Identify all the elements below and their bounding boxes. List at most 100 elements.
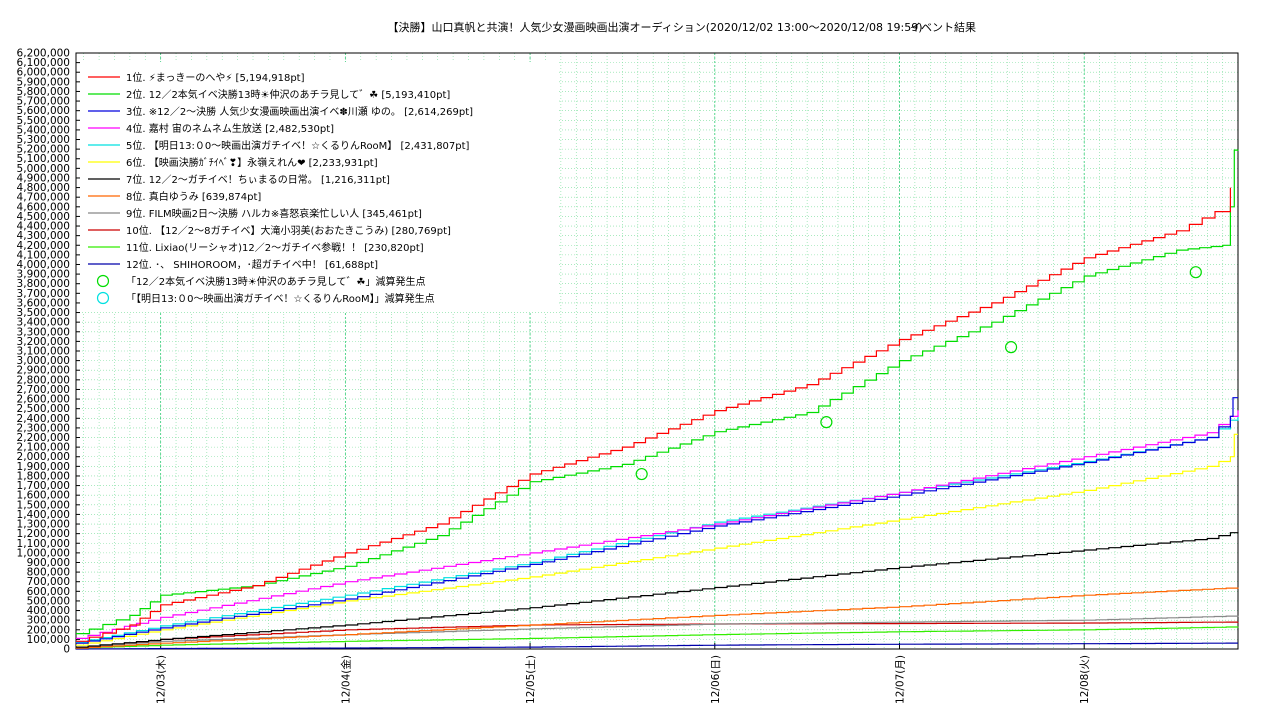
series-line xyxy=(76,532,1239,648)
grid-lines xyxy=(76,52,1238,650)
y-tick-label: 5,200,000 xyxy=(17,144,70,156)
x-tick-label: 12/05(土) xyxy=(524,655,537,704)
subtraction-marker xyxy=(1189,266,1202,279)
series-line xyxy=(76,626,1239,649)
y-tick-label: 1,800,000 xyxy=(17,470,70,482)
y-tick-label: 4,400,000 xyxy=(17,221,70,233)
legend-label: 6位. 【映画決勝ｶﾞﾁｲﾍﾞ❣】永嶺えれん❤ [2,233,931pt] xyxy=(126,156,378,169)
y-tick-label: 3,400,000 xyxy=(17,317,70,329)
y-tick-label: 800,000 xyxy=(27,567,70,579)
y-tick-label: 5,700,000 xyxy=(17,96,70,108)
y-tick-label: 2,200,000 xyxy=(17,432,70,444)
series-line xyxy=(76,415,1239,643)
y-tick-label: 5,400,000 xyxy=(17,124,70,136)
x-axis: 12/03(木) 12/04(金) 12/05(土) 12/06(日) 12/07(月)… xyxy=(156,643,1091,704)
chart-subtitle: イベント結果 xyxy=(910,20,976,34)
legend-label: 12位. ･、 SHIHOROOM，･超ガチイベ中！ [61,688pt] xyxy=(126,258,378,271)
legend-label: 11位. Lixiao(リーシャオ)12／2〜ガチイベ参戦！！ [230,820… xyxy=(126,241,424,254)
legend-label: 「12／2本気イベ決勝13時☀仲沢のあチラ見して゛☘」減算発生点 xyxy=(126,275,425,288)
y-tick-label: 3,600,000 xyxy=(17,297,70,309)
y-tick-label: 4,300,000 xyxy=(17,230,70,242)
legend-label: 1位. ⚡まっきーのへや⚡ [5,194,918pt] xyxy=(126,71,305,84)
subtraction-marker xyxy=(820,416,833,429)
y-tick-label: 3,100,000 xyxy=(17,346,70,358)
y-tick-label: 2,300,000 xyxy=(17,422,70,434)
y-tick-label: 4,200,000 xyxy=(17,240,70,252)
y-tick-label: 5,000,000 xyxy=(17,163,70,175)
y-tick-label: 3,200,000 xyxy=(17,336,70,348)
legend-label: 10位. 【12／2〜8ガチイベ】大滝小羽美(おおたきこうみ) [280,769… xyxy=(126,224,451,237)
legend-marker xyxy=(96,274,110,288)
y-tick-label: 700,000 xyxy=(27,576,70,588)
y-tick-label: 100,000 xyxy=(27,634,70,646)
y-tick-label: 3,500,000 xyxy=(17,307,70,319)
y-tick-label: 0 xyxy=(63,644,70,656)
y-tick-label: 1,500,000 xyxy=(17,499,70,511)
y-tick-label: 1,600,000 xyxy=(17,490,70,502)
legend-label: 8位. 真白ゆうみ [639,874pt] xyxy=(126,190,261,203)
y-tick-label: 3,900,000 xyxy=(17,269,70,281)
legend-box xyxy=(82,62,557,312)
y-tick-label: 5,600,000 xyxy=(17,105,70,117)
y-tick-label: 1,900,000 xyxy=(17,461,70,473)
subtraction-marker xyxy=(1004,341,1018,354)
y-tick-label: 4,500,000 xyxy=(17,211,70,223)
legend: 1位. ⚡まっきーのへや⚡ [5,194,918pt] 2位. 12／2本気イベ決… xyxy=(82,62,557,312)
y-tick-label: 5,900,000 xyxy=(17,76,70,88)
series-line xyxy=(76,587,1239,649)
y-tick-label: 2,400,000 xyxy=(17,413,70,425)
series-line xyxy=(76,187,1231,642)
y-tick-label: 2,600,000 xyxy=(17,394,70,406)
series-line xyxy=(76,397,1238,644)
y-tick-label: 6,000,000 xyxy=(17,67,70,79)
y-tick-label: 1,200,000 xyxy=(17,528,70,540)
y-tick-label: 4,100,000 xyxy=(17,249,70,261)
legend-label: 3位. ※12／2〜決勝 人気少女漫画映画出演イベ✽川瀬 ゆの。 [2,614,… xyxy=(126,105,473,118)
y-tick-label: 300,000 xyxy=(27,615,70,627)
y-tick-label: 400,000 xyxy=(27,605,70,617)
y-tick-label: 1,300,000 xyxy=(17,519,70,531)
x-tick-label: 12/03(木) xyxy=(156,655,168,704)
y-tick-label: 1,100,000 xyxy=(17,538,70,550)
series-line xyxy=(76,615,1239,648)
y-tick-label: 1,000,000 xyxy=(17,547,70,559)
x-tick-label: 12/08(火) xyxy=(1079,655,1091,704)
y-tick-label: 2,100,000 xyxy=(17,442,70,454)
chart-title: 【決勝】山口真帆と共演！人気少女漫画映画出演オーディション(2020/12/02… xyxy=(387,20,922,34)
y-tick-label: 1,700,000 xyxy=(17,480,70,492)
y-tick-label: 3,800,000 xyxy=(17,278,70,290)
legend-label: 4位. 嘉村 宙のネムネム生放送 [2,482,530pt] xyxy=(126,122,334,135)
series-layer xyxy=(76,149,1239,650)
y-tick-label: 3,000,000 xyxy=(17,355,70,367)
legend-label: 7位. 12／2〜ガチイベ！ちぃまるの日常。 [1,216,311pt] xyxy=(126,173,390,186)
y-tick-label: 5,300,000 xyxy=(17,134,70,146)
subtraction-marker xyxy=(635,467,648,481)
y-tick-label: 2,800,000 xyxy=(17,374,70,386)
y-tick-label: 3,700,000 xyxy=(17,288,70,300)
y-tick-label: 4,000,000 xyxy=(17,259,70,271)
y-tick-label: 3,300,000 xyxy=(17,326,70,338)
series-line xyxy=(76,621,1239,649)
y-tick-label: 1,400,000 xyxy=(17,509,70,521)
x-tick-label: 12/07(月) xyxy=(894,655,906,704)
y-tick-label: 600,000 xyxy=(27,586,70,598)
y-tick-label: 6,100,000 xyxy=(17,57,70,69)
series-line xyxy=(76,642,1238,650)
y-tick-label: 6,200,000 xyxy=(17,48,70,60)
y-tick-label: 2,900,000 xyxy=(17,365,70,377)
y-tick-label: 5,100,000 xyxy=(17,153,70,165)
y-tick-label: 900,000 xyxy=(27,557,70,569)
y-tick-label: 4,600,000 xyxy=(17,201,70,213)
y-tick-label: 2,000,000 xyxy=(17,451,70,463)
legend-label: 9位. FILM映画2日〜決勝 ハルカ※喜怒哀楽忙しい人 [345,461pt] xyxy=(126,207,422,220)
y-tick-label: 2,500,000 xyxy=(17,403,70,415)
y-tick-label: 4,800,000 xyxy=(17,182,70,194)
legend-label: 2位. 12／2本気イベ決勝13時☀仲沢のあチラ見して゛☘ [5,193,410… xyxy=(126,88,450,101)
series-line xyxy=(76,410,1239,639)
y-tick-label: 5,800,000 xyxy=(17,86,70,98)
legend-marker xyxy=(96,291,110,305)
y-tick-label: 4,900,000 xyxy=(17,172,70,184)
y-tick-label: 200,000 xyxy=(27,624,70,636)
y-tick-label: 5,500,000 xyxy=(17,115,70,127)
y-tick-label: 4,700,000 xyxy=(17,192,70,204)
